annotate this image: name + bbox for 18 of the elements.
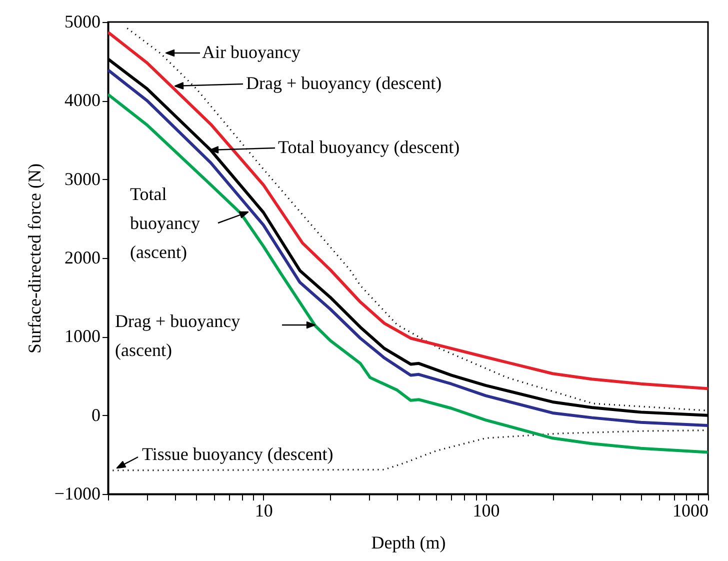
annotation: Air buoyancy <box>202 42 300 62</box>
y-axis-title: Surface-directed force (N) <box>24 164 44 354</box>
x-tick-label: 10 <box>254 500 273 520</box>
x-axis-title: Depth (m) <box>371 532 446 552</box>
y-tick-label: 2000 <box>64 248 100 268</box>
annotation: Tissue buoyancy (descent) <box>142 444 334 464</box>
annotation: Total buoyancy (descent) <box>278 137 460 157</box>
annotation: Total buoyancy (ascent) <box>130 184 200 262</box>
x-tick-label: 1000 <box>672 500 708 520</box>
y-tick-label: 0 <box>92 404 100 425</box>
annotation: Drag + buoyancy (descent) <box>246 73 442 93</box>
y-tick-label: 5000 <box>64 12 100 32</box>
annotation: Drag + buoyancy (ascent) <box>115 311 240 360</box>
x-tick-label: 100 <box>472 500 500 520</box>
y-tick-label: 4000 <box>64 90 100 110</box>
y-tick-label: −1000 <box>54 484 100 504</box>
y-tick-label: 1000 <box>64 326 100 346</box>
y-tick-label: 3000 <box>64 168 100 189</box>
